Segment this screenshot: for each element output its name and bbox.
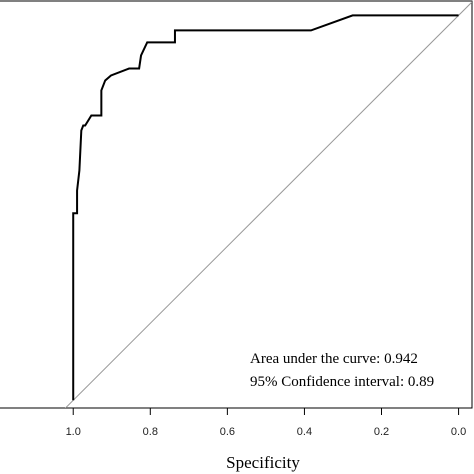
plot-frame <box>0 0 473 409</box>
annotation: Area under the curve: 0.942 <box>250 351 418 367</box>
annotation: 95% Confidence interval: 0.89 <box>250 374 434 390</box>
x-tick-label: 1.0 <box>66 426 81 438</box>
x-tick-label: 0.0 <box>451 426 466 438</box>
x-tick-label: 0.6 <box>220 426 235 438</box>
roc-curve <box>72 14 459 401</box>
x-tick-label: 0.4 <box>297 426 312 438</box>
x-tick-label: 0.8 <box>143 426 158 438</box>
x-axis-label: Specificity <box>226 453 300 472</box>
x-tick-label: 0.2 <box>374 426 389 438</box>
